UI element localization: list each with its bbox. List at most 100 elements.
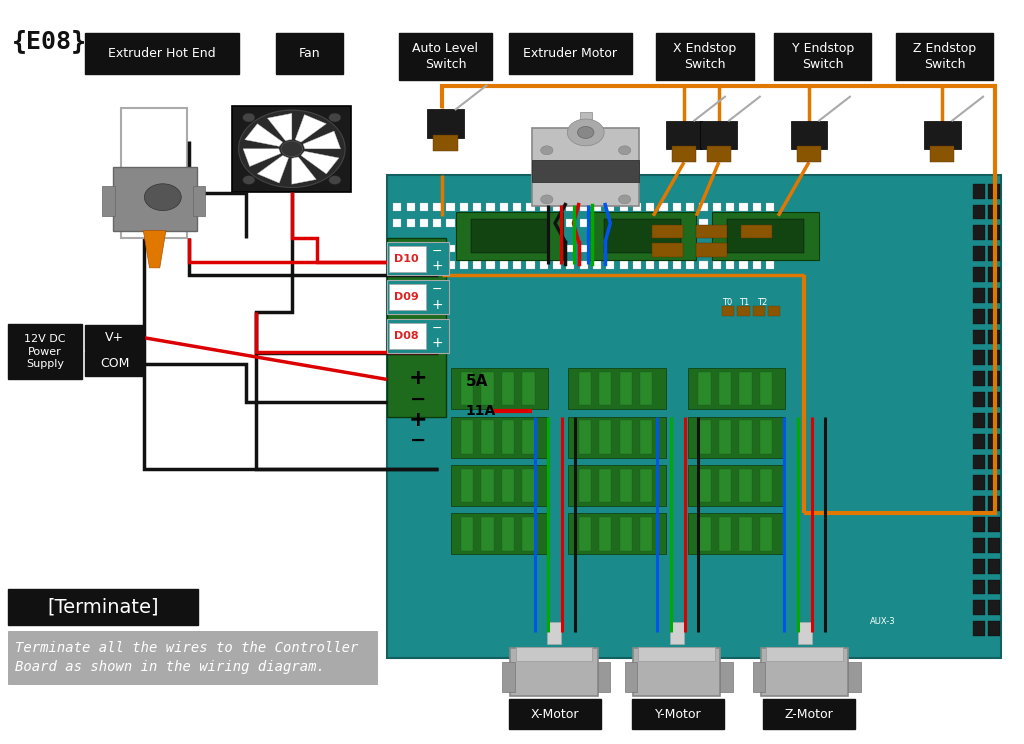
Text: D09: D09 (394, 292, 419, 302)
Text: −: − (432, 322, 442, 335)
Bar (113, 167, 197, 231)
Bar (503, 662, 515, 692)
Bar (566, 245, 574, 252)
Text: Z Endstop
Switch: Z Endstop Switch (913, 42, 976, 71)
Bar (579, 372, 591, 405)
Bar (988, 267, 1000, 282)
Bar (433, 261, 441, 269)
Bar (446, 261, 455, 269)
Bar (526, 203, 535, 211)
Bar (606, 219, 614, 227)
Bar (8, 589, 198, 625)
Bar (719, 517, 731, 551)
Bar (593, 261, 601, 269)
Text: Extruder Motor: Extruder Motor (523, 48, 617, 60)
Bar (599, 372, 611, 405)
Bar (973, 288, 985, 303)
Text: +: + (432, 336, 443, 350)
Bar (387, 242, 449, 275)
Bar (407, 261, 415, 269)
Bar (620, 372, 632, 405)
Bar (973, 455, 985, 469)
Bar (460, 203, 468, 211)
Bar (712, 212, 819, 260)
Bar (754, 662, 766, 692)
Bar (451, 513, 548, 554)
Bar (451, 465, 548, 506)
Bar (513, 219, 521, 227)
Bar (988, 246, 1000, 261)
Bar (393, 203, 401, 211)
Circle shape (243, 113, 255, 122)
Bar (509, 699, 601, 729)
Bar (988, 371, 1000, 386)
Bar (446, 203, 455, 211)
Bar (656, 33, 754, 80)
Bar (516, 647, 592, 661)
Bar (606, 245, 614, 252)
Bar (513, 203, 521, 211)
Bar (652, 225, 683, 238)
Bar (522, 420, 535, 454)
Bar (532, 160, 639, 182)
Circle shape (243, 176, 255, 185)
Bar (566, 219, 574, 227)
Circle shape (239, 110, 345, 187)
Circle shape (329, 176, 341, 185)
Bar (640, 469, 652, 502)
Polygon shape (292, 157, 316, 185)
Circle shape (329, 113, 341, 122)
Bar (719, 372, 731, 405)
Bar (988, 184, 1000, 199)
Bar (699, 261, 708, 269)
Bar (698, 517, 711, 551)
Bar (973, 580, 985, 594)
Bar (688, 513, 785, 554)
Polygon shape (143, 231, 166, 268)
Bar (606, 203, 614, 211)
Bar (696, 243, 727, 257)
Text: Z-Motor: Z-Motor (784, 708, 834, 721)
Text: −: − (410, 431, 426, 450)
Bar (481, 420, 494, 454)
Bar (461, 469, 473, 502)
Bar (673, 219, 681, 227)
Bar (632, 699, 724, 729)
Bar (988, 559, 1000, 574)
Text: Terminate all the wires to the Controller
Board as shown in the wiring diagram.: Terminate all the wires to the Controlle… (15, 641, 358, 674)
Bar (276, 33, 343, 74)
Bar (791, 121, 827, 149)
Bar (798, 622, 812, 644)
Bar (526, 219, 535, 227)
Bar (722, 306, 734, 316)
Bar (973, 538, 985, 553)
Bar (433, 135, 458, 151)
Bar (580, 112, 592, 134)
Bar (473, 261, 481, 269)
Bar (988, 496, 1000, 511)
Bar (540, 219, 548, 227)
Bar (760, 469, 772, 502)
Text: Fan: Fan (299, 48, 321, 60)
Bar (633, 245, 641, 252)
Polygon shape (303, 131, 341, 149)
Circle shape (541, 146, 553, 155)
Bar (473, 245, 481, 252)
Bar (500, 261, 508, 269)
Bar (639, 647, 716, 661)
Bar (568, 417, 666, 458)
Bar (686, 203, 694, 211)
Text: X-Motor: X-Motor (530, 708, 580, 721)
Bar (486, 261, 495, 269)
Text: D08: D08 (394, 331, 419, 341)
Bar (930, 146, 954, 162)
Bar (387, 238, 446, 417)
Bar (973, 475, 985, 490)
Bar (973, 309, 985, 324)
Bar (620, 420, 632, 454)
Bar (698, 372, 711, 405)
Bar (553, 261, 561, 269)
Text: 12V DC
Power
Supply: 12V DC Power Supply (25, 334, 66, 369)
Bar (688, 417, 785, 458)
Bar (620, 203, 628, 211)
